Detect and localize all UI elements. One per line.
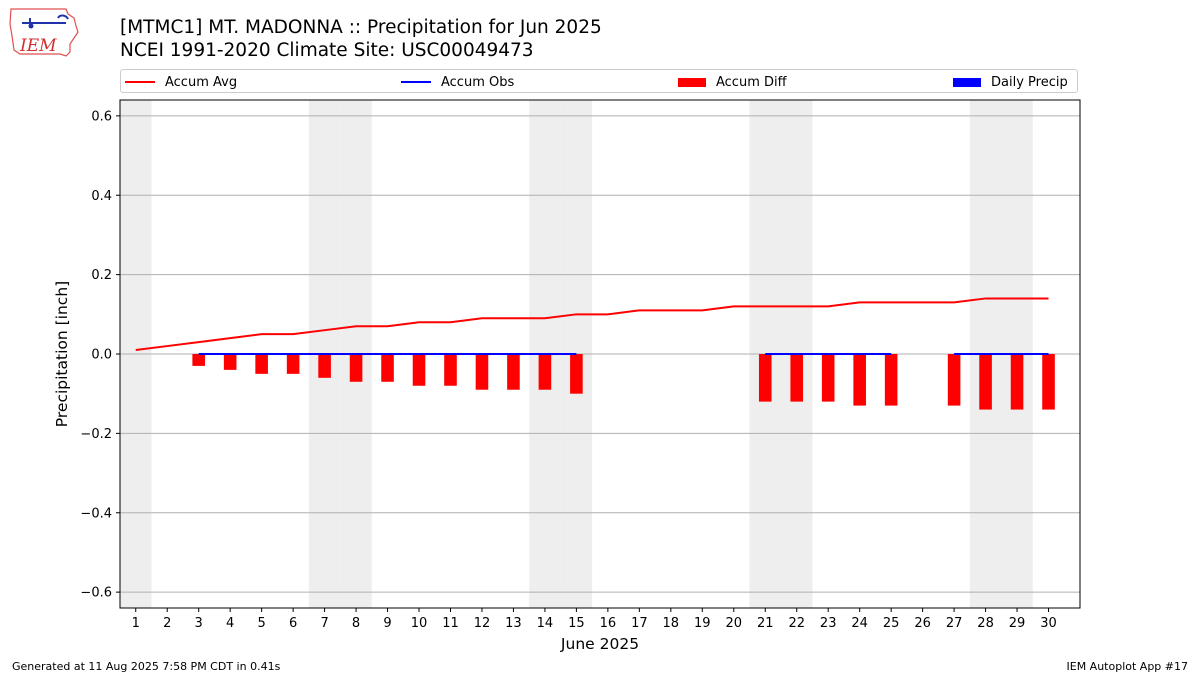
accum-diff-bars bbox=[192, 354, 1055, 410]
y-tick-label: −0.4 bbox=[80, 506, 112, 521]
x-tick-label: 2 bbox=[163, 616, 171, 631]
accum-diff-bar bbox=[1010, 354, 1024, 410]
accum-diff-bar bbox=[255, 354, 268, 374]
x-tick-label: 11 bbox=[442, 616, 459, 631]
legend: Accum Avg Accum Obs Accum Diff Daily Pre… bbox=[120, 69, 1078, 93]
logo-text: IEM bbox=[19, 36, 57, 56]
x-tick-label: 13 bbox=[505, 616, 522, 631]
x-tick-label: 10 bbox=[411, 616, 428, 631]
legend-swatch-accum-diff bbox=[678, 77, 706, 87]
y-tick-label: 0.4 bbox=[91, 189, 112, 204]
x-axis-label: June 2025 bbox=[560, 635, 639, 653]
x-axis-ticks: 1 2 3 4 5 6 7 8 9 10 11 12 13 14 15 16 17 18 19 20 21 22 23 24 2… bbox=[132, 608, 1057, 631]
x-tick-label: 9 bbox=[383, 616, 391, 631]
legend-label-daily-precip: Daily Precip bbox=[991, 74, 1068, 90]
accum-avg-line bbox=[135, 297, 1049, 352]
iowa-outline-icon bbox=[9, 8, 79, 57]
accum-diff-bar bbox=[381, 354, 394, 382]
y-tick-label: 0.2 bbox=[91, 268, 112, 283]
accum-diff-bar bbox=[758, 354, 772, 402]
x-tick-label: 20 bbox=[725, 616, 742, 631]
x-tick-label: 17 bbox=[631, 616, 648, 631]
x-tick-label: 4 bbox=[226, 616, 234, 631]
weather-dot-icon bbox=[28, 23, 34, 29]
x-tick-label: 19 bbox=[694, 616, 711, 631]
y-tick-label: −0.6 bbox=[80, 586, 112, 601]
x-tick-label: 22 bbox=[788, 616, 805, 631]
accum-diff-bar bbox=[286, 354, 300, 374]
y-axis-ticks: −0.6 −0.4 −0.2 0.0 0.2 0.4 0.6 bbox=[80, 109, 120, 601]
x-tick-label: 30 bbox=[1040, 616, 1057, 631]
chart-subtitle: NCEI 1991-2020 Climate Site: USC00049473 bbox=[120, 40, 534, 61]
accum-diff-bar bbox=[853, 354, 866, 406]
accum-diff-bar bbox=[979, 354, 992, 410]
legend-swatch-daily-precip bbox=[953, 77, 981, 87]
legend-swatch-accum-avg bbox=[125, 81, 155, 83]
legend-item-accum-obs: Accum Obs bbox=[401, 73, 514, 91]
x-tick-label: 29 bbox=[1009, 616, 1026, 631]
x-tick-label: 23 bbox=[820, 616, 837, 631]
y-tick-label: −0.2 bbox=[80, 427, 112, 442]
x-tick-label: 5 bbox=[257, 616, 265, 631]
accum-diff-bar bbox=[318, 354, 331, 378]
x-tick-label: 16 bbox=[600, 616, 617, 631]
x-tick-label: 12 bbox=[474, 616, 491, 631]
accum-diff-bar bbox=[538, 354, 552, 390]
accum-diff-bar bbox=[192, 354, 205, 366]
accum-diff-bar bbox=[1042, 354, 1055, 410]
x-tick-label: 8 bbox=[352, 616, 360, 631]
series-lines bbox=[135, 297, 1049, 355]
legend-label-accum-avg: Accum Avg bbox=[165, 74, 238, 90]
legend-label-accum-obs: Accum Obs bbox=[441, 74, 515, 90]
gridlines bbox=[120, 115, 1080, 593]
y-tick-label: 0.0 bbox=[91, 348, 112, 363]
accum-diff-bar bbox=[475, 354, 489, 390]
x-tick-label: 25 bbox=[883, 616, 900, 631]
accum-diff-bar bbox=[349, 354, 363, 382]
x-tick-label: 28 bbox=[977, 616, 994, 631]
accum-diff-bar bbox=[821, 354, 835, 402]
x-tick-label: 7 bbox=[320, 616, 328, 631]
x-tick-label: 18 bbox=[663, 616, 680, 631]
x-tick-label: 27 bbox=[946, 616, 963, 631]
legend-swatch-accum-obs bbox=[401, 81, 431, 83]
x-tick-label: 14 bbox=[537, 616, 554, 631]
legend-item-accum-avg: Accum Avg bbox=[125, 73, 237, 91]
chart-title: [MTMC1] MT. MADONNA :: Precipitation for… bbox=[120, 17, 602, 38]
legend-label-accum-diff: Accum Diff bbox=[716, 74, 787, 90]
accum-diff-bar bbox=[947, 354, 961, 406]
accum-diff-bar bbox=[790, 354, 804, 402]
x-tick-label: 3 bbox=[195, 616, 203, 631]
accum-diff-bar bbox=[444, 354, 457, 386]
x-tick-label: 24 bbox=[851, 616, 868, 631]
x-tick-label: 1 bbox=[132, 616, 140, 631]
iem-logo: IEM bbox=[9, 8, 79, 57]
x-tick-label: 26 bbox=[914, 616, 931, 631]
accum-diff-bar bbox=[412, 354, 426, 386]
y-tick-label: 0.6 bbox=[91, 109, 112, 124]
accum-diff-bar bbox=[507, 354, 520, 390]
accum-diff-bar bbox=[223, 354, 237, 370]
y-axis-label: Precipitation [inch] bbox=[53, 281, 71, 427]
accum-diff-bar bbox=[570, 354, 583, 394]
legend-item-accum-diff: Accum Diff bbox=[678, 73, 787, 91]
legend-item-daily-precip: Daily Precip bbox=[953, 73, 1068, 91]
x-tick-label: 15 bbox=[568, 616, 585, 631]
x-tick-label: 21 bbox=[757, 616, 774, 631]
footer-app-text: IEM Autoplot App #17 bbox=[1066, 660, 1189, 673]
accum-diff-bar bbox=[884, 354, 898, 406]
x-tick-label: 6 bbox=[289, 616, 297, 631]
footer-generated-text: Generated at 11 Aug 2025 7:58 PM CDT in … bbox=[12, 660, 281, 673]
